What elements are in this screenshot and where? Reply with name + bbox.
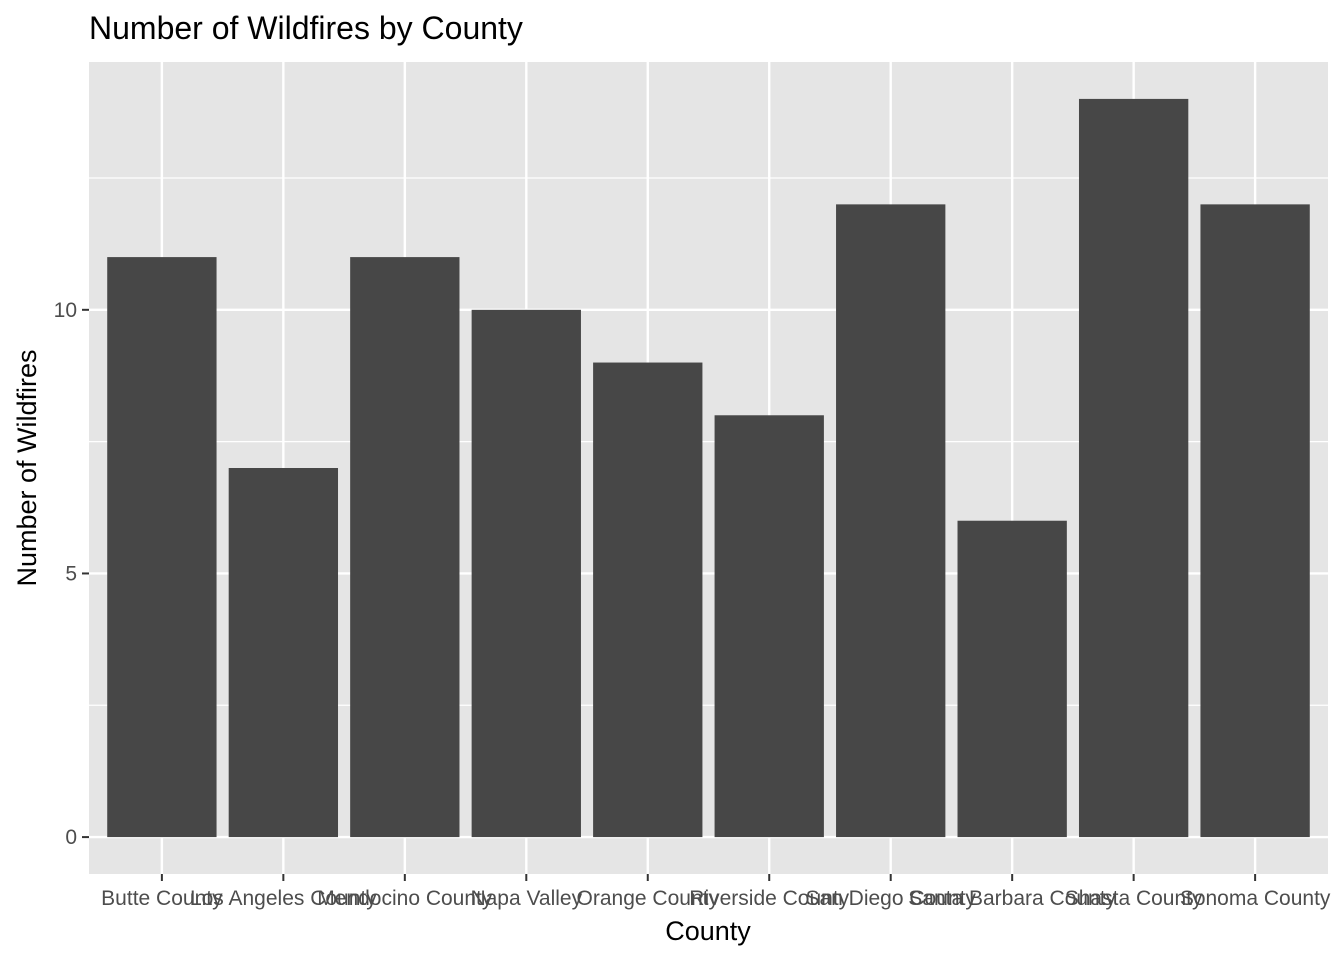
x-tick-label: Butte County: [101, 887, 223, 910]
bar: [1078, 98, 1189, 838]
bar: [471, 309, 581, 838]
y-axis-title: Number of Wildfires: [12, 349, 42, 586]
x-tick-label: Shasta County: [1065, 887, 1203, 910]
x-tick-label: San Diego County: [805, 887, 976, 910]
bar: [350, 257, 460, 838]
x-tick-label: Orange County: [577, 887, 720, 910]
bar: [228, 468, 339, 838]
y-axis: 0 5 10: [54, 299, 89, 849]
x-tick-label: Sonoma County: [1180, 887, 1331, 910]
chart-title: Number of Wildfires by County: [89, 10, 523, 46]
x-tick-label: Santa Barbara County: [908, 887, 1116, 910]
bar: [593, 362, 703, 838]
bar: [107, 257, 217, 838]
bar: [714, 415, 824, 838]
x-tick-label: Riverside County: [689, 887, 849, 910]
x-tick-label: Mendocino County: [317, 887, 493, 910]
y-tick-label: 5: [65, 562, 77, 585]
bar: [1200, 204, 1310, 838]
bar: [836, 204, 946, 838]
x-tick-label: Los Angeles County: [190, 887, 377, 910]
x-axis-title: County: [665, 916, 751, 946]
y-tick-label: 0: [65, 826, 77, 849]
y-tick-label: 10: [54, 299, 77, 322]
x-tick-label: Napa Valley: [470, 887, 582, 910]
bars-group: [107, 98, 1310, 838]
bar: [957, 520, 1067, 838]
